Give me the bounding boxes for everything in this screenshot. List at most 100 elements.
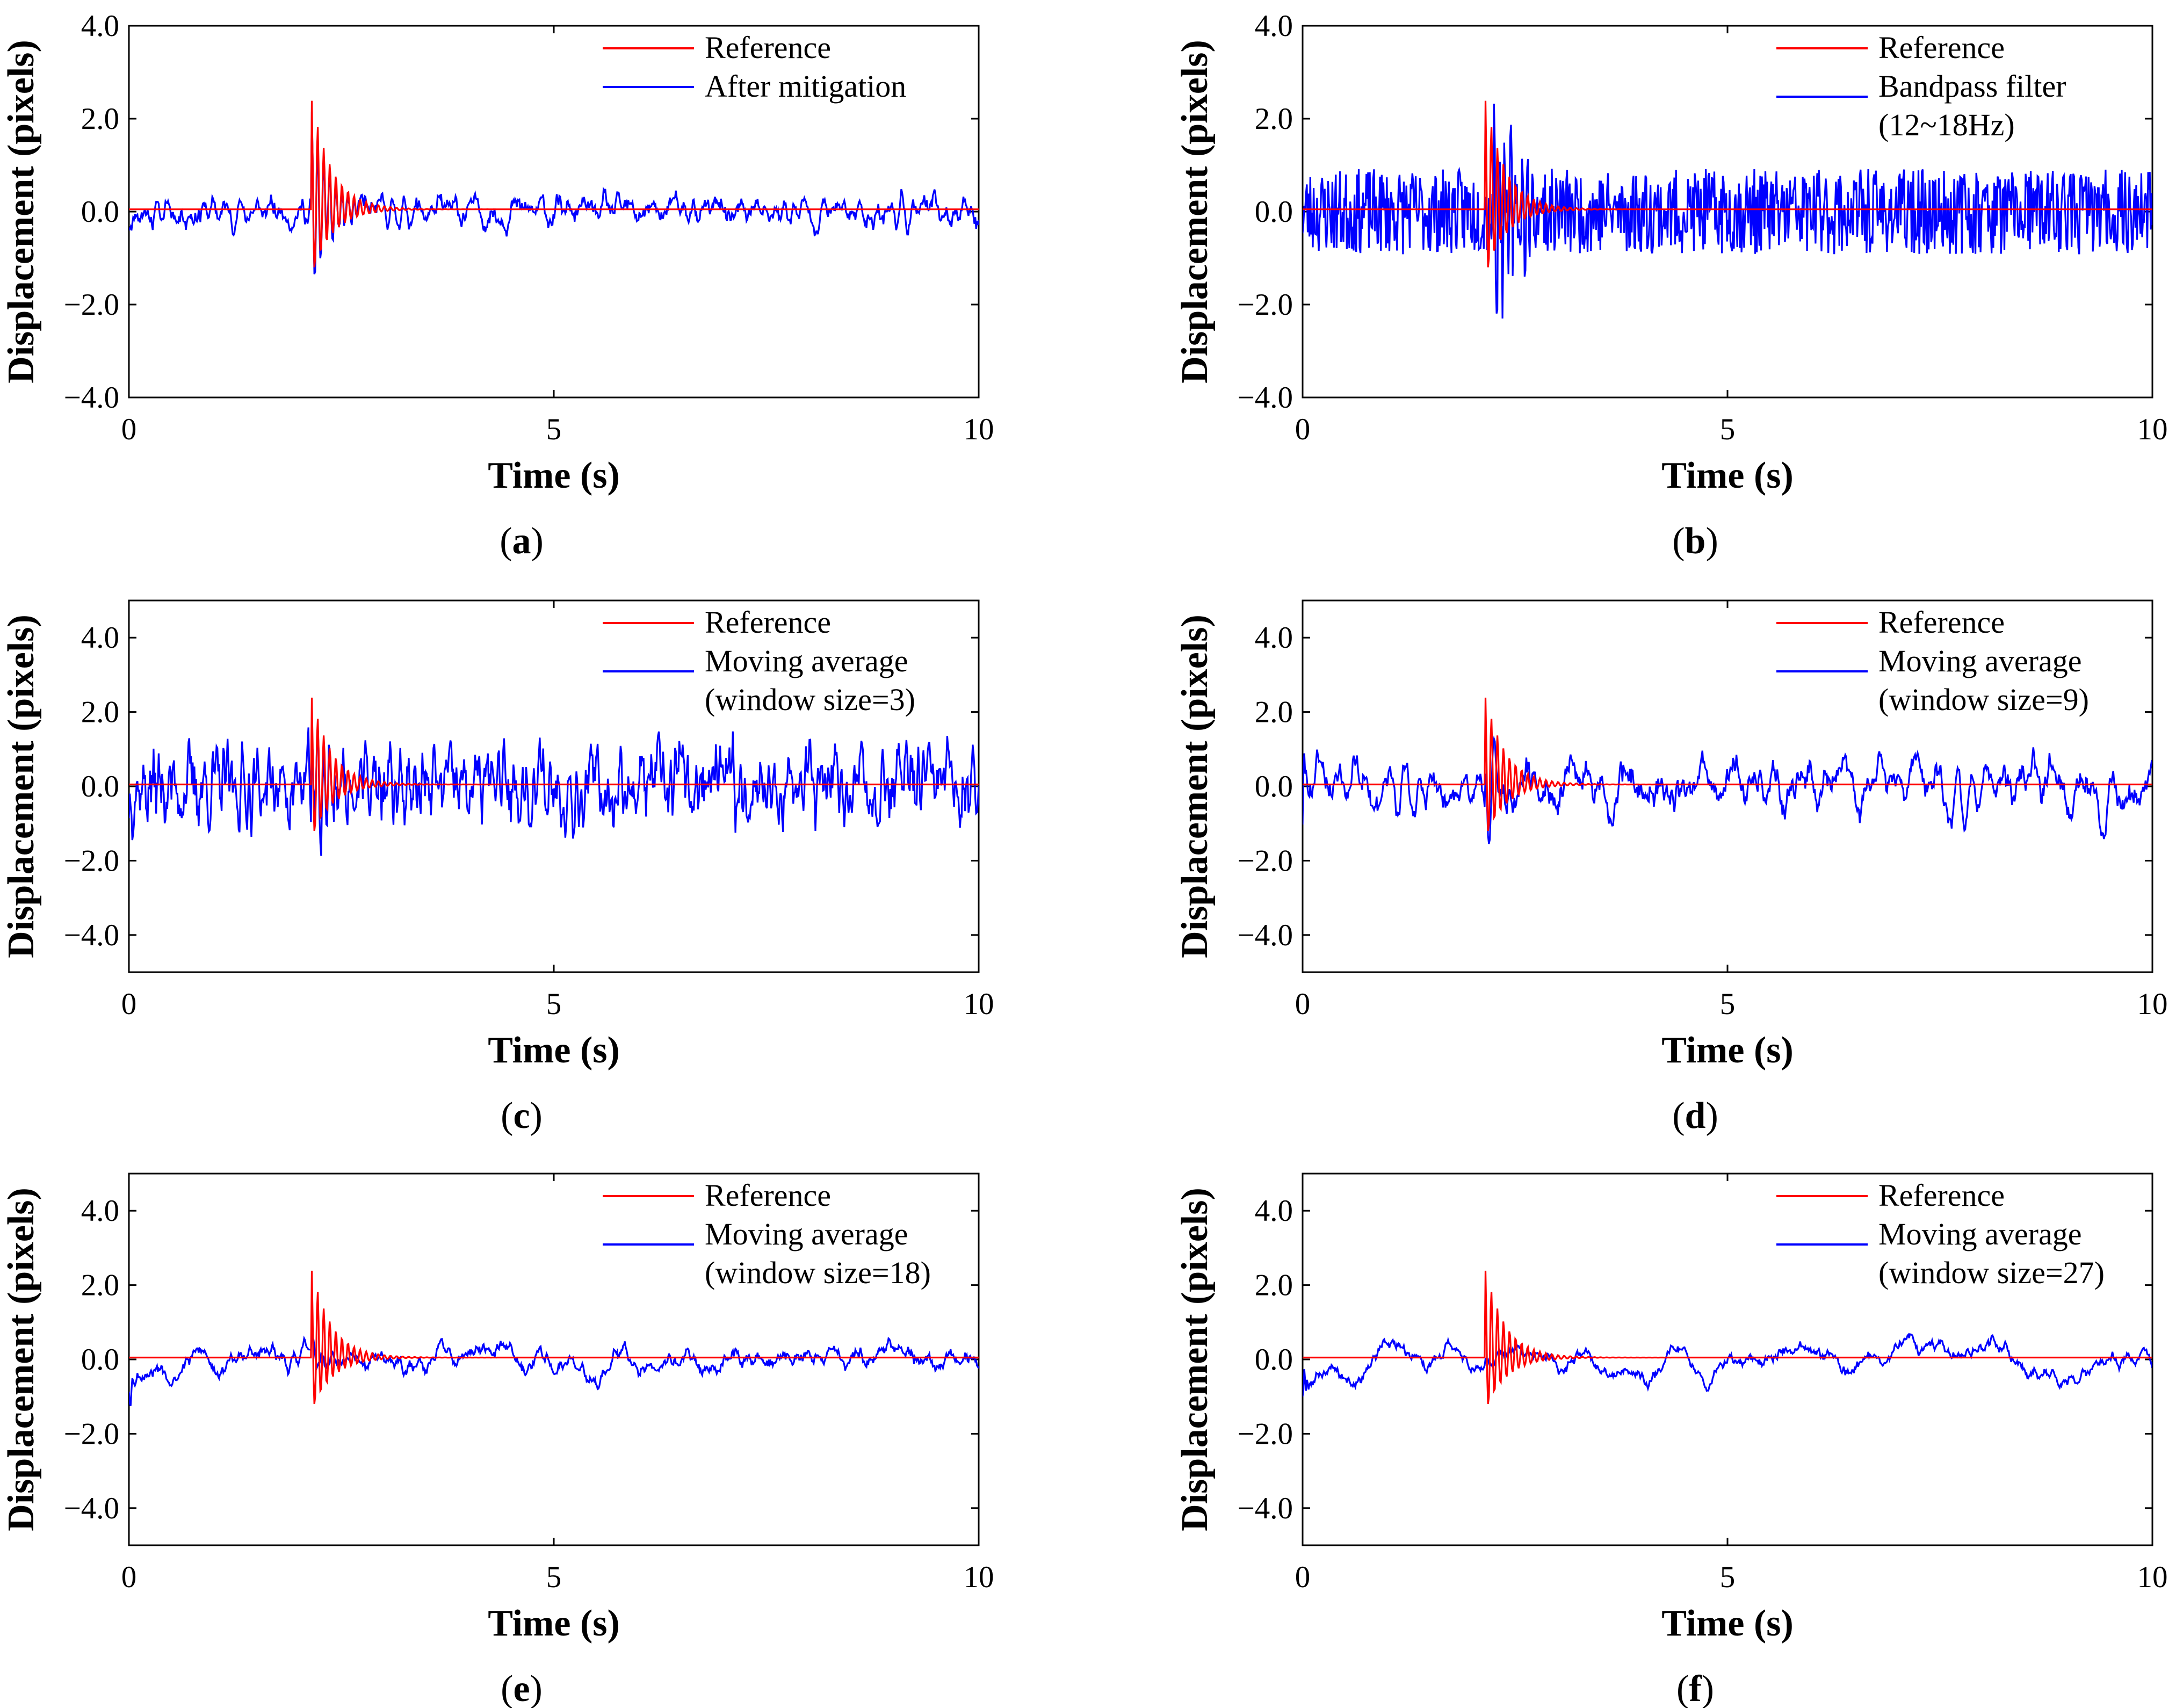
legend-label: (window size=18) (705, 1255, 931, 1290)
series-line-filtered (1303, 735, 2152, 844)
y-tick-label: 0.0 (1255, 1343, 1293, 1377)
y-axis-label: Displacement (pixels) (1174, 40, 1216, 383)
panel-caption: (a) (500, 520, 544, 562)
series-line-filtered (129, 112, 979, 274)
panel-caption: (d) (1672, 1095, 1718, 1137)
caption-letter: b (1685, 520, 1706, 562)
y-tick-label: −2.0 (64, 288, 119, 322)
legend-label: Moving average (705, 643, 908, 678)
y-tick-label: −2.0 (64, 844, 119, 878)
legend-label: Reference (705, 30, 831, 65)
legend-label: Reference (1878, 30, 2005, 65)
x-tick-label: 5 (1720, 412, 1736, 446)
series-line-reference (129, 1270, 979, 1405)
series-line-filtered (129, 1333, 979, 1406)
x-axis-label: Time (s) (1661, 1603, 1794, 1644)
legend-label: Reference (1878, 605, 2005, 640)
legend-label: After mitigation (705, 69, 906, 104)
x-axis-label: Time (s) (488, 1603, 620, 1644)
panel-d: −4.0 −2.0 0.0 2.0 4.0 0 5 10 Time (s) Displacemen… (1174, 599, 2168, 1137)
x-tick-label: 5 (1720, 987, 1736, 1021)
y-tick-label: −2.0 (1238, 1417, 1293, 1451)
panel-c: −4.0 −2.0 0.0 2.0 4.0 0 5 10 Time (s) Displacemen… (1, 599, 994, 1137)
panel-a: −4.0 −2.0 0.0 2.0 4.0 0 5 10 Time (s) Displacemen… (1, 9, 994, 562)
x-tick-label: 0 (1295, 412, 1311, 446)
y-tick-label: −2.0 (64, 1417, 119, 1451)
panel-b: −4.0 −2.0 0.0 2.0 4.0 0 5 10 Time (s) Displacemen… (1174, 9, 2168, 562)
y-axis-label: Displacement (pixels) (1174, 1188, 1216, 1531)
y-tick-label: 4.0 (81, 621, 119, 655)
y-tick-label: 0.0 (1255, 195, 1293, 229)
y-axis-label: Displacement (pixels) (1, 614, 42, 958)
x-axis-label: Time (s) (1661, 1030, 1794, 1071)
x-tick-label: 0 (121, 987, 137, 1021)
x-tick-label: 10 (964, 987, 994, 1021)
panel-f: −4.0 −2.0 0.0 2.0 4.0 0 5 10 Time (s) Displacemen… (1174, 1173, 2168, 1708)
caption-close-paren: ) (1705, 1095, 1718, 1137)
legend-label: Moving average (1878, 643, 2081, 678)
x-tick-label: 0 (121, 1560, 137, 1594)
series-line-filtered (129, 725, 979, 856)
panel-caption: (f) (1676, 1668, 1714, 1708)
y-tick-label: 2.0 (1255, 1269, 1293, 1302)
x-tick-label: 5 (546, 987, 562, 1021)
y-tick-label: −4.0 (1238, 1492, 1293, 1525)
x-axis-label: Time (s) (488, 455, 620, 496)
x-tick-label: 0 (1295, 987, 1311, 1021)
y-tick-label: 2.0 (81, 1269, 119, 1302)
x-tick-label: 10 (964, 1560, 994, 1594)
y-tick-label: −4.0 (1238, 381, 1293, 415)
caption-open-paren: ( (1672, 520, 1685, 562)
series-line-reference (129, 697, 979, 831)
x-tick-label: 0 (1295, 1560, 1311, 1594)
legend-label: Moving average (705, 1217, 908, 1251)
y-tick-label: 2.0 (1255, 696, 1293, 729)
caption-open-paren: ( (501, 1668, 513, 1708)
caption-open-paren: ( (501, 1095, 513, 1137)
x-axis-label: Time (s) (488, 1030, 620, 1071)
legend-label: Reference (1878, 1178, 2005, 1213)
caption-letter: a (512, 520, 531, 562)
caption-open-paren: ( (1672, 1095, 1685, 1137)
y-axis-label: Displacement (pixels) (1, 1188, 42, 1531)
y-tick-label: 4.0 (1255, 1194, 1293, 1228)
caption-close-paren: ) (531, 520, 544, 562)
x-tick-label: 0 (121, 412, 137, 446)
series-line-reference (1303, 697, 2152, 831)
y-tick-label: −2.0 (1238, 844, 1293, 878)
y-tick-label: 4.0 (81, 9, 119, 43)
y-tick-label: 2.0 (81, 696, 119, 729)
y-tick-label: −4.0 (64, 918, 119, 952)
legend-label: Moving average (1878, 1217, 2081, 1251)
series-line-reference (1303, 1270, 2152, 1405)
x-tick-label: 5 (546, 1560, 562, 1594)
caption-close-paren: ) (1702, 1668, 1714, 1708)
y-tick-label: −2.0 (1238, 288, 1293, 322)
x-tick-label: 10 (964, 412, 994, 446)
caption-close-paren: ) (1705, 520, 1718, 562)
x-axis-label: Time (s) (1661, 455, 1794, 496)
y-tick-label: −4.0 (64, 381, 119, 415)
y-tick-label: 0.0 (1255, 770, 1293, 804)
series-line-filtered (1303, 103, 2152, 319)
legend-label: (12~18Hz) (1878, 107, 2015, 142)
plot-frame (128, 25, 980, 399)
x-tick-label: 10 (2137, 1560, 2168, 1594)
y-tick-label: 4.0 (1255, 621, 1293, 655)
caption-close-paren: ) (530, 1668, 543, 1708)
panel-caption: (b) (1672, 520, 1718, 562)
legend-label: Bandpass filter (1878, 69, 2066, 104)
caption-letter: e (513, 1668, 530, 1708)
x-tick-label: 5 (1720, 1560, 1736, 1594)
legend-label: (window size=9) (1878, 682, 2089, 717)
panel-caption: (c) (501, 1095, 543, 1137)
caption-letter: d (1685, 1095, 1706, 1137)
series-line-reference (1303, 100, 2152, 267)
series-line-reference (129, 100, 979, 267)
y-tick-label: 4.0 (81, 1194, 119, 1228)
series-line-filtered (1303, 1333, 2152, 1397)
legend-label: Reference (705, 1178, 831, 1213)
y-axis-label: Displacement (pixels) (1174, 614, 1216, 958)
x-tick-label: 10 (2137, 987, 2168, 1021)
